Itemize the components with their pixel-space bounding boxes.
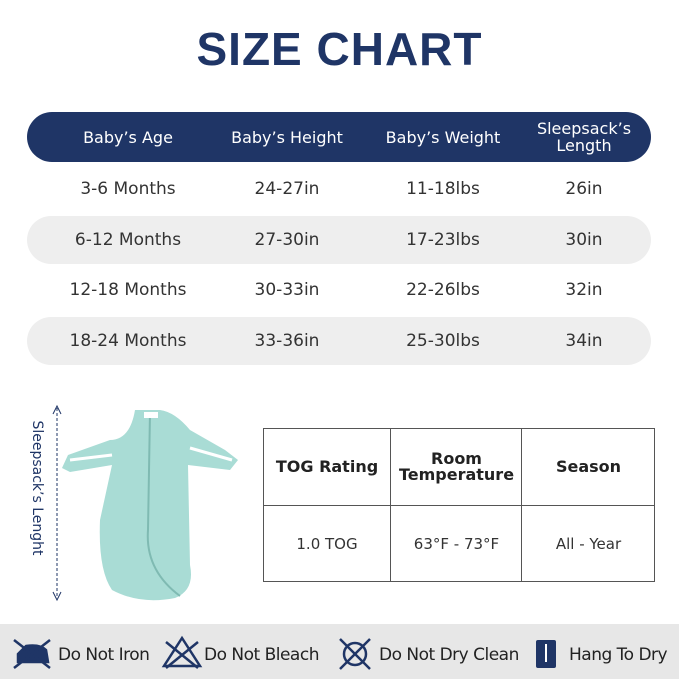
care-label: Hang To Dry <box>569 645 668 665</box>
column-header: Room Temperature <box>398 448 515 484</box>
table-cell: 33-36in <box>254 330 320 351</box>
column-header: Season <box>555 456 622 476</box>
table-cell: 11-18lbs <box>406 179 480 199</box>
table-cell: 63°F - 73°F <box>413 535 500 553</box>
table-cell: 1.0 TOG <box>296 535 358 553</box>
column-header: Baby’s Height <box>231 127 343 147</box>
column-header: Baby’s Age <box>83 127 173 147</box>
table-cell: 12-18 Months <box>69 280 187 300</box>
column-header: TOG Rating <box>275 456 379 476</box>
table-cell: 32in <box>565 280 603 300</box>
table-divider <box>263 505 655 506</box>
table-cell: 17-23lbs <box>406 229 480 250</box>
table-cell: 6-12 Months <box>74 229 182 250</box>
table-cell: 3-6 Months <box>80 179 176 199</box>
table-header-bar <box>27 112 651 162</box>
row-background <box>27 316 651 365</box>
table-cell: 22-26lbs <box>406 280 480 300</box>
table-cell: 34in <box>565 330 603 351</box>
table-cell: 30-33in <box>254 280 320 300</box>
care-label: Do Not Dry Clean <box>379 645 519 665</box>
care-label: Do Not Iron <box>58 645 150 665</box>
row-background <box>27 215 651 264</box>
table-cell: 27-30in <box>254 229 320 250</box>
table-cell: 24-27in <box>254 179 320 199</box>
care-bar <box>0 624 679 679</box>
column-header: Sleepsack’s Length <box>536 119 632 155</box>
title: SIZE CHART <box>196 23 483 75</box>
table-cell: 30in <box>565 229 603 250</box>
table-cell: All - Year <box>555 535 622 553</box>
illustration-label: Sleepsack’s Lenght <box>29 420 45 556</box>
care-icons <box>13 635 556 670</box>
column-header: Baby’s Weight <box>385 127 501 147</box>
table-cell: 25-30lbs <box>406 330 480 351</box>
sleepsack-illustration <box>52 404 238 602</box>
table-cell: 18-24 Months <box>69 330 187 351</box>
care-label: Do Not Bleach <box>204 645 319 665</box>
table-cell: 26in <box>565 179 603 199</box>
